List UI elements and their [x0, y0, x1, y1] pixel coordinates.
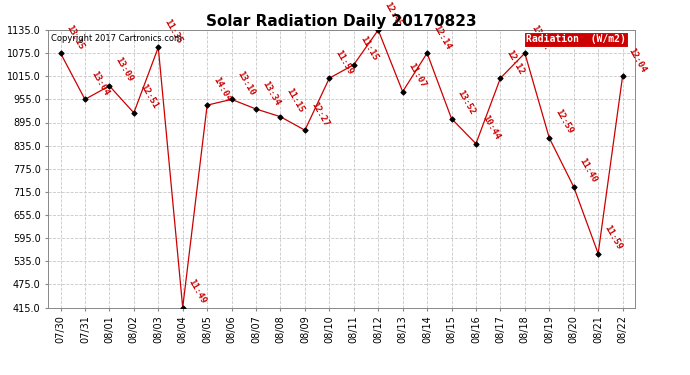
Point	[373, 27, 384, 33]
Text: 12:51: 12:51	[138, 83, 159, 111]
Text: 11:35: 11:35	[162, 17, 184, 45]
Point	[299, 127, 310, 133]
Text: 12:12: 12:12	[504, 48, 526, 76]
Point	[446, 116, 457, 122]
Point	[104, 83, 115, 89]
Point	[593, 251, 604, 257]
Point	[544, 135, 555, 141]
Text: 12:27: 12:27	[309, 100, 331, 128]
Text: 13:34: 13:34	[260, 79, 282, 107]
Text: 11:59: 11:59	[602, 224, 624, 251]
Point	[79, 96, 90, 102]
Text: 11:07: 11:07	[407, 62, 428, 90]
Text: 13:09: 13:09	[114, 56, 135, 84]
Text: 13:15: 13:15	[65, 23, 86, 51]
Point	[201, 102, 213, 108]
Text: 13:10: 13:10	[236, 69, 257, 97]
Text: 13:04: 13:04	[89, 69, 110, 97]
Point	[128, 110, 139, 116]
Text: 14:04: 14:04	[211, 75, 233, 103]
Text: 10:44: 10:44	[480, 114, 502, 141]
Point	[471, 141, 482, 147]
Point	[177, 304, 188, 310]
Point	[250, 106, 262, 112]
Point	[422, 50, 433, 56]
Point	[55, 50, 66, 56]
Point	[226, 96, 237, 102]
Point	[495, 75, 506, 81]
Point	[324, 75, 335, 81]
Text: 11:40: 11:40	[578, 157, 599, 185]
Text: 11:59: 11:59	[333, 48, 355, 76]
Text: 11:15: 11:15	[284, 87, 306, 114]
Point	[397, 88, 408, 94]
Text: 12:14: 12:14	[431, 23, 453, 51]
Text: Radiation  (W/m2): Radiation (W/m2)	[526, 34, 626, 44]
Point	[348, 62, 359, 68]
Text: 12:04: 12:04	[627, 46, 648, 74]
Point	[617, 73, 628, 79]
Text: 13:xx: 13:xx	[529, 23, 550, 51]
Text: 12:45: 12:45	[382, 0, 404, 28]
Point	[568, 184, 579, 190]
Text: 12:59: 12:59	[553, 108, 575, 136]
Text: 11:49: 11:49	[187, 278, 208, 305]
Point	[275, 114, 286, 120]
Point	[520, 50, 531, 56]
Title: Solar Radiation Daily 20170823: Solar Radiation Daily 20170823	[206, 14, 477, 29]
Text: 13:52: 13:52	[455, 89, 477, 117]
Text: 11:15: 11:15	[358, 35, 380, 63]
Text: Copyright 2017 Cartronics.com: Copyright 2017 Cartronics.com	[51, 34, 182, 43]
Point	[152, 44, 164, 50]
